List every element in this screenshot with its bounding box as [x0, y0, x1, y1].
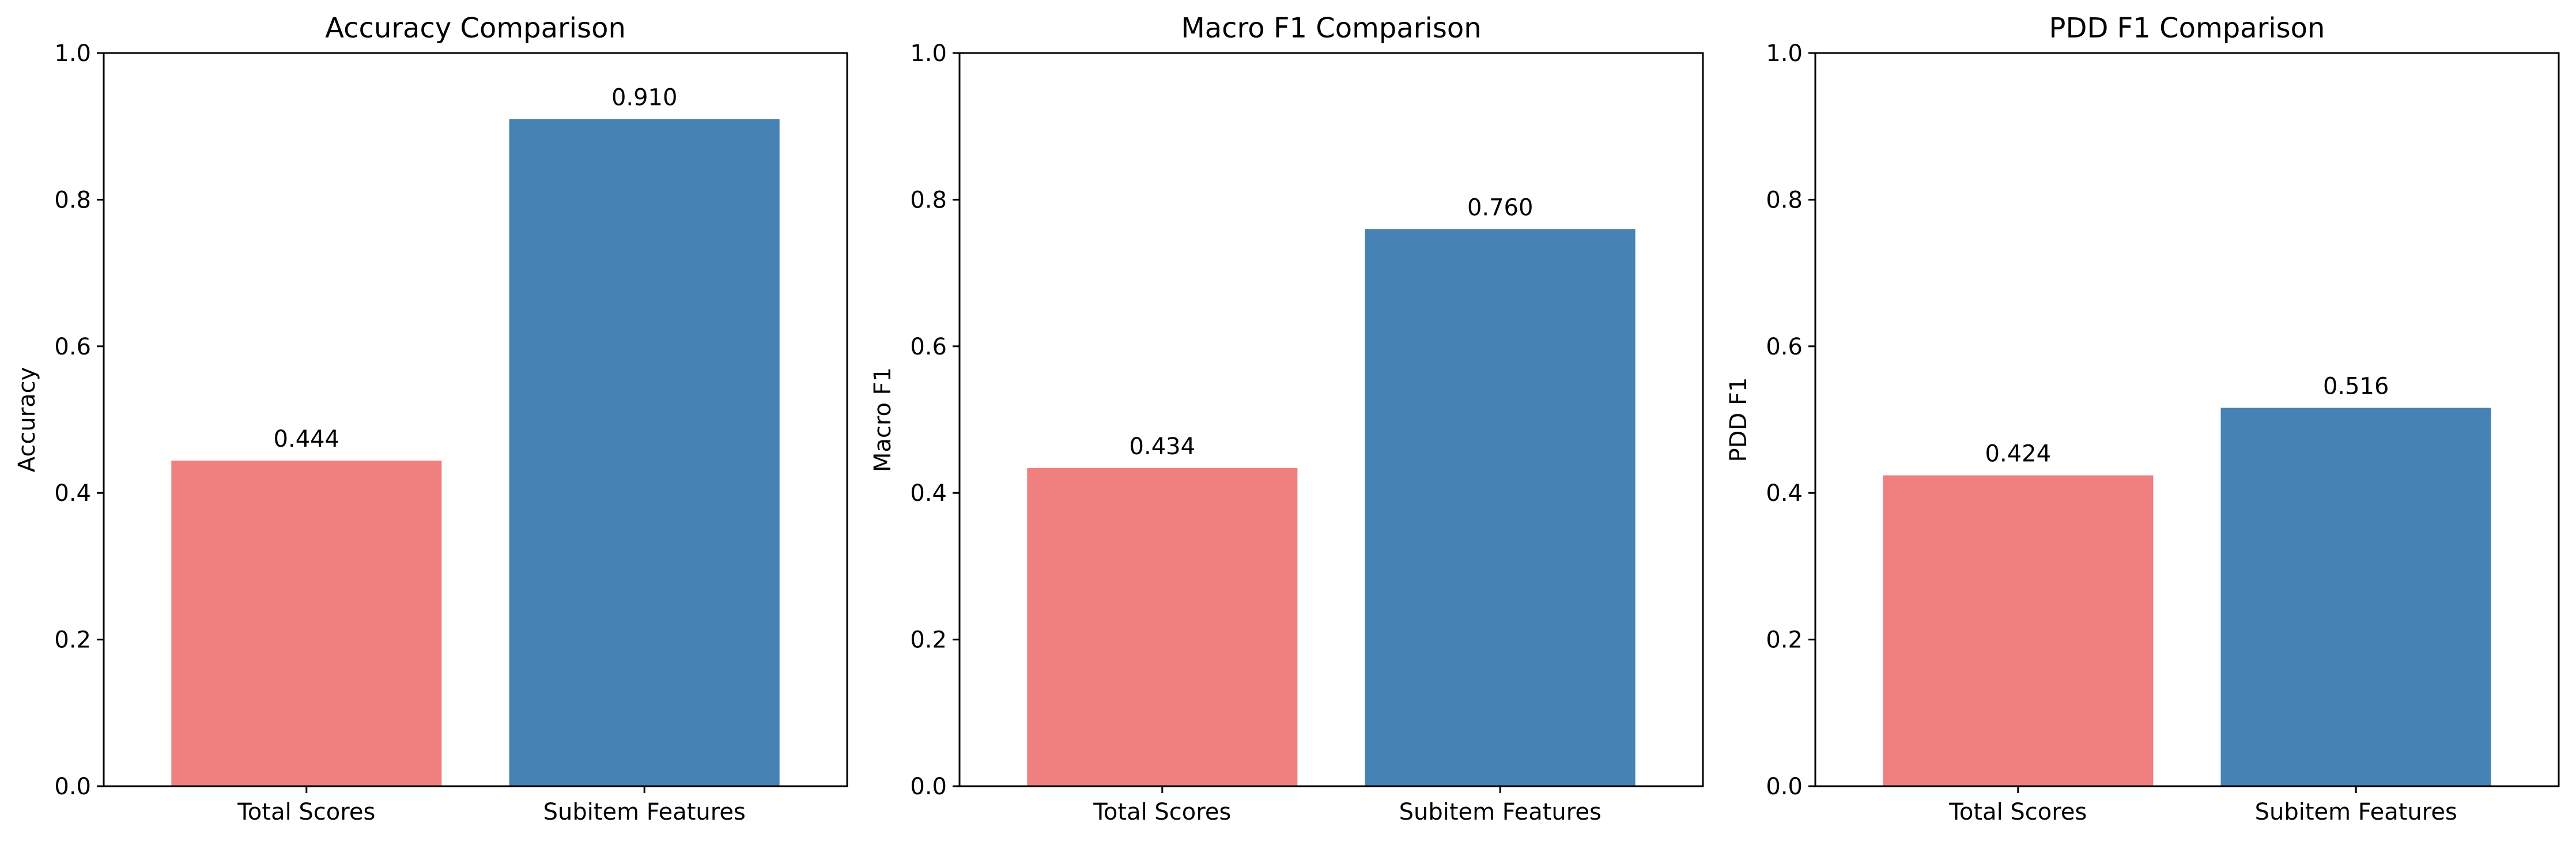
- y-tick-label: 0.4: [54, 480, 91, 507]
- bar-total-scores: [1027, 468, 1298, 786]
- y-tick-label: 0.0: [910, 774, 947, 800]
- axes-frame: [958, 52, 1704, 787]
- bar-total-scores: [171, 461, 442, 786]
- bar-value-label: 0.516: [2323, 374, 2389, 400]
- y-tick-label: 0.6: [1766, 334, 1803, 360]
- axes-frame: [1814, 52, 2560, 787]
- chart-title: Macro F1 Comparison: [1181, 12, 1481, 44]
- chart-panel-1: 0.444 Total Scores 0.910 Subitem Features 0.…: [14, 12, 848, 825]
- y-tick-label: 1.0: [1766, 40, 1803, 67]
- bar-total-scores: [1883, 475, 2154, 786]
- y-tick-label: 0.6: [910, 334, 947, 360]
- bar-value-label: 0.760: [1467, 194, 1533, 221]
- bar-value-label: 0.434: [1130, 433, 1196, 460]
- y-tick-label: 0.8: [54, 187, 91, 213]
- axes-frame: [103, 52, 848, 787]
- y-axis-label: Accuracy: [14, 367, 40, 473]
- y-tick-label: 0.0: [1766, 774, 1803, 800]
- chart-panel-3: 0.424 Total Scores 0.516 Subitem Features 0.…: [1725, 12, 2560, 825]
- bar-value-label: 0.444: [274, 426, 340, 452]
- y-tick-label: 0.2: [910, 627, 947, 654]
- chart-title: Accuracy Comparison: [325, 12, 626, 44]
- y-tick-label: 0.0: [54, 774, 91, 800]
- chart-panel-2: 0.434 Total Scores 0.760 Subitem Features 0.…: [870, 12, 1704, 825]
- bar-value-label: 0.910: [611, 85, 678, 111]
- bar-subitem-features: [2220, 408, 2491, 786]
- y-tick-label: 0.4: [1766, 480, 1803, 507]
- chart-title: PDD F1 Comparison: [2049, 12, 2325, 44]
- x-tick-label: Total Scores: [1093, 799, 1231, 825]
- bar-value-label: 0.424: [1985, 441, 2052, 467]
- y-tick-label: 0.2: [1766, 627, 1803, 654]
- bar-subitem-features: [1365, 229, 1636, 786]
- y-tick-label: 0.6: [54, 334, 91, 360]
- x-tick-label: Subitem Features: [543, 799, 746, 825]
- y-tick-label: 0.8: [910, 187, 947, 213]
- x-tick-label: Total Scores: [1948, 799, 2087, 825]
- y-tick-label: 1.0: [910, 40, 947, 67]
- x-tick-label: Subitem Features: [1399, 799, 1601, 825]
- y-axis-label: PDD F1: [1725, 378, 1752, 462]
- y-tick-label: 0.4: [910, 480, 947, 507]
- y-tick-label: 0.2: [54, 627, 91, 654]
- x-tick-label: Total Scores: [237, 799, 375, 825]
- x-tick-label: Subitem Features: [2255, 799, 2457, 825]
- y-tick-label: 1.0: [54, 40, 91, 67]
- bar-subitem-features: [509, 119, 780, 786]
- y-tick-label: 0.8: [1766, 187, 1803, 213]
- y-axis-label: Macro F1: [870, 367, 896, 472]
